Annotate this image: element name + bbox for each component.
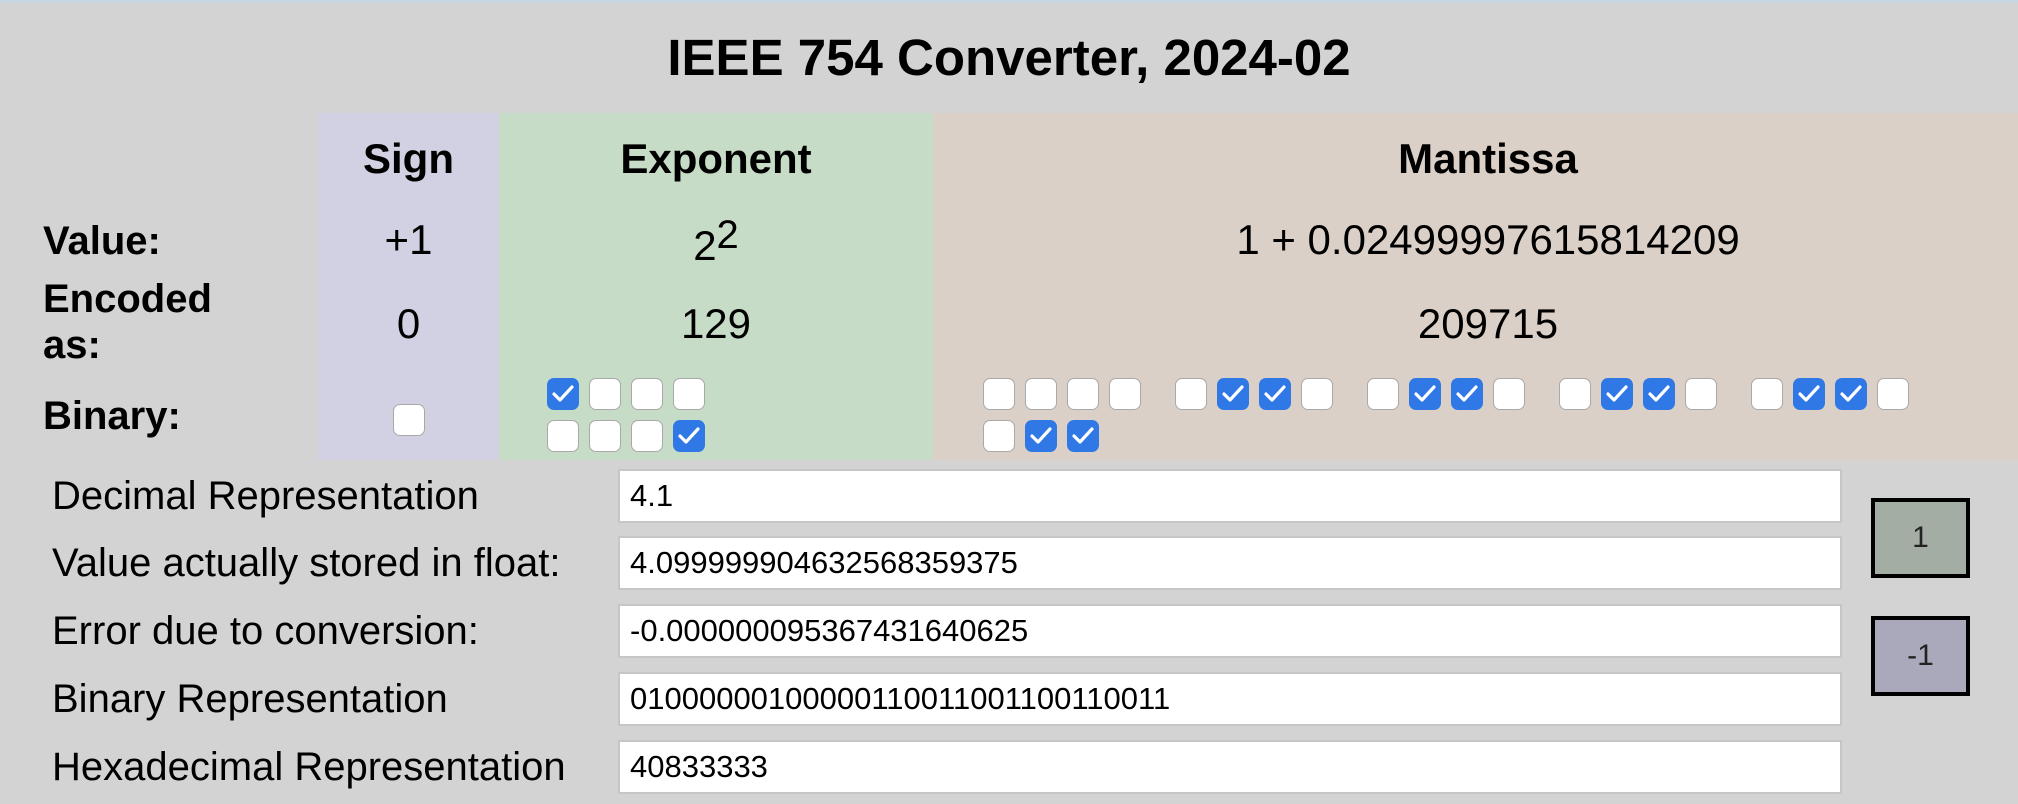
increment-button[interactable]: 1 (1871, 498, 1970, 578)
hexadecimal-input[interactable] (618, 740, 1842, 794)
sign-bit-checkbox[interactable] (393, 404, 425, 436)
exponent-bit-checkbox[interactable] (547, 378, 579, 410)
sign-value: +1 (384, 216, 433, 263)
mantissa-bit-checkbox[interactable] (1109, 378, 1141, 410)
mantissa-bit-checkbox[interactable] (1559, 378, 1591, 410)
exponent-header: Exponent (620, 135, 812, 182)
mantissa-header: Mantissa (1398, 135, 1578, 182)
hexadecimal-label: Hexadecimal Representation (52, 745, 566, 789)
exponent-power: 2 (716, 213, 739, 257)
mantissa-bit-checkbox[interactable] (1067, 378, 1099, 410)
mantissa-bit-checkbox[interactable] (1367, 378, 1399, 410)
stored-value-input[interactable] (618, 536, 1842, 590)
value-row-label: Value: (43, 219, 161, 263)
mantissa-bit-checkbox[interactable] (1259, 378, 1291, 410)
page-title: IEEE 754 Converter, 2024-02 (667, 29, 1351, 86)
mantissa-value: 1 + 0.02499997615814209 (1236, 216, 1740, 263)
exponent-bit-checkbox[interactable] (631, 420, 663, 452)
binary-row-label: Binary: (43, 394, 181, 438)
mantissa-bit-checkbox[interactable] (1751, 378, 1783, 410)
exponent-encoded: 129 (680, 300, 752, 347)
mantissa-bit-checkbox[interactable] (1301, 378, 1333, 410)
mantissa-bit-checkbox[interactable] (1601, 378, 1633, 410)
exponent-bit-checkbox[interactable] (673, 378, 705, 410)
exponent-bit-checkbox[interactable] (631, 378, 663, 410)
mantissa-bit-checkbox[interactable] (1409, 378, 1441, 410)
decimal-label: Decimal Representation (52, 474, 479, 518)
exponent-value: 22 (499, 213, 933, 269)
conversion-error-label: Error due to conversion: (52, 609, 479, 653)
exponent-bit-checkbox[interactable] (589, 420, 621, 452)
decrement-button[interactable]: -1 (1871, 616, 1970, 696)
mantissa-bit-checkbox[interactable] (1793, 378, 1825, 410)
mantissa-bit-checkbox[interactable] (1175, 378, 1207, 410)
sign-column (318, 113, 499, 460)
decimal-input[interactable] (618, 469, 1842, 523)
mantissa-bit-checkbox[interactable] (983, 420, 1015, 452)
mantissa-bit-checkbox[interactable] (1685, 378, 1717, 410)
sign-header: Sign (363, 135, 454, 182)
mantissa-bit-checkbox[interactable] (1493, 378, 1525, 410)
mantissa-bit-checkbox[interactable] (1025, 420, 1057, 452)
mantissa-bit-checkbox[interactable] (1025, 378, 1057, 410)
mantissa-bit-checkbox[interactable] (1067, 420, 1099, 452)
exponent-base: 2 (693, 222, 717, 269)
exponent-bit-checkbox[interactable] (547, 420, 579, 452)
mantissa-bit-checkbox[interactable] (1643, 378, 1675, 410)
binary-label: Binary Representation (52, 677, 448, 721)
mantissa-bit-checkbox[interactable] (1217, 378, 1249, 410)
mantissa-bit-checkbox[interactable] (1835, 378, 1867, 410)
exponent-bit-checkbox[interactable] (673, 420, 705, 452)
mantissa-bit-checkbox[interactable] (1451, 378, 1483, 410)
binary-input[interactable] (618, 672, 1842, 726)
sign-encoded: 0 (396, 300, 421, 347)
mantissa-encoded: 209715 (1417, 300, 1559, 347)
stored-value-label: Value actually stored in float: (52, 541, 561, 585)
top-border (0, 0, 2018, 3)
exponent-bit-checkbox[interactable] (589, 378, 621, 410)
encoded-row-label: Encoded as: (43, 277, 212, 367)
mantissa-bit-checkbox[interactable] (983, 378, 1015, 410)
conversion-error-input[interactable] (618, 604, 1842, 658)
mantissa-bit-checkbox[interactable] (1877, 378, 1909, 410)
